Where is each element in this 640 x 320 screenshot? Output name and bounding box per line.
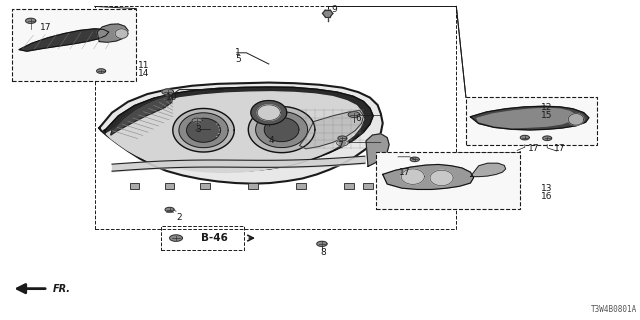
Polygon shape [383,164,474,189]
Polygon shape [401,169,424,184]
Polygon shape [410,157,419,162]
Polygon shape [97,24,128,42]
Bar [161,226,244,250]
Polygon shape [568,114,584,125]
Polygon shape [317,241,327,246]
Text: 2: 2 [176,213,182,222]
Polygon shape [170,235,182,241]
Polygon shape [26,18,36,23]
Polygon shape [300,110,364,149]
Bar [364,183,372,189]
Polygon shape [430,170,453,186]
Text: 16: 16 [541,192,552,201]
Text: 15: 15 [541,111,552,120]
Polygon shape [19,29,109,51]
Bar [466,97,597,145]
Text: T3W4B0801A: T3W4B0801A [591,305,637,314]
Bar [95,6,456,229]
Text: 17: 17 [528,144,540,153]
Polygon shape [99,83,383,184]
Polygon shape [339,141,346,145]
Polygon shape [470,106,589,130]
Text: 6: 6 [355,114,361,123]
Polygon shape [348,112,360,117]
Text: 17: 17 [399,168,410,177]
Polygon shape [323,10,333,17]
Text: 9: 9 [332,5,337,14]
Text: 10: 10 [166,93,177,102]
Bar [376,152,520,209]
Text: 11: 11 [138,61,149,70]
Polygon shape [477,108,576,128]
Polygon shape [264,118,299,141]
Text: 7: 7 [337,141,343,150]
Polygon shape [257,105,280,120]
Polygon shape [106,92,364,172]
Bar [248,183,258,189]
Polygon shape [165,207,174,212]
Text: 13: 13 [541,184,552,193]
Text: FR.: FR. [52,284,70,294]
Polygon shape [173,108,234,152]
Polygon shape [111,95,173,135]
Polygon shape [543,136,552,140]
Polygon shape [337,140,348,146]
Polygon shape [162,89,173,95]
Text: 3: 3 [195,125,201,134]
Polygon shape [255,112,308,148]
Polygon shape [115,29,128,38]
Text: 1: 1 [235,48,241,57]
Bar [200,183,210,189]
Bar [344,183,354,189]
Bar [296,183,306,189]
Polygon shape [520,135,529,140]
Polygon shape [251,100,287,125]
Bar [12,9,136,81]
Polygon shape [97,69,106,73]
Text: B-46: B-46 [201,233,228,243]
Polygon shape [187,118,220,142]
Text: 5: 5 [235,55,241,64]
Text: 17: 17 [40,23,51,32]
Polygon shape [366,134,389,166]
Text: 17: 17 [554,144,565,153]
Text: 14: 14 [138,69,149,78]
Polygon shape [470,163,506,177]
Bar [165,183,175,189]
Polygon shape [192,118,202,123]
Polygon shape [338,136,347,140]
Text: 12: 12 [541,103,552,112]
Polygon shape [248,107,315,153]
Text: 8: 8 [320,248,326,257]
Polygon shape [104,87,373,171]
Polygon shape [179,113,228,148]
Text: 4: 4 [269,136,275,145]
Bar [129,183,140,189]
